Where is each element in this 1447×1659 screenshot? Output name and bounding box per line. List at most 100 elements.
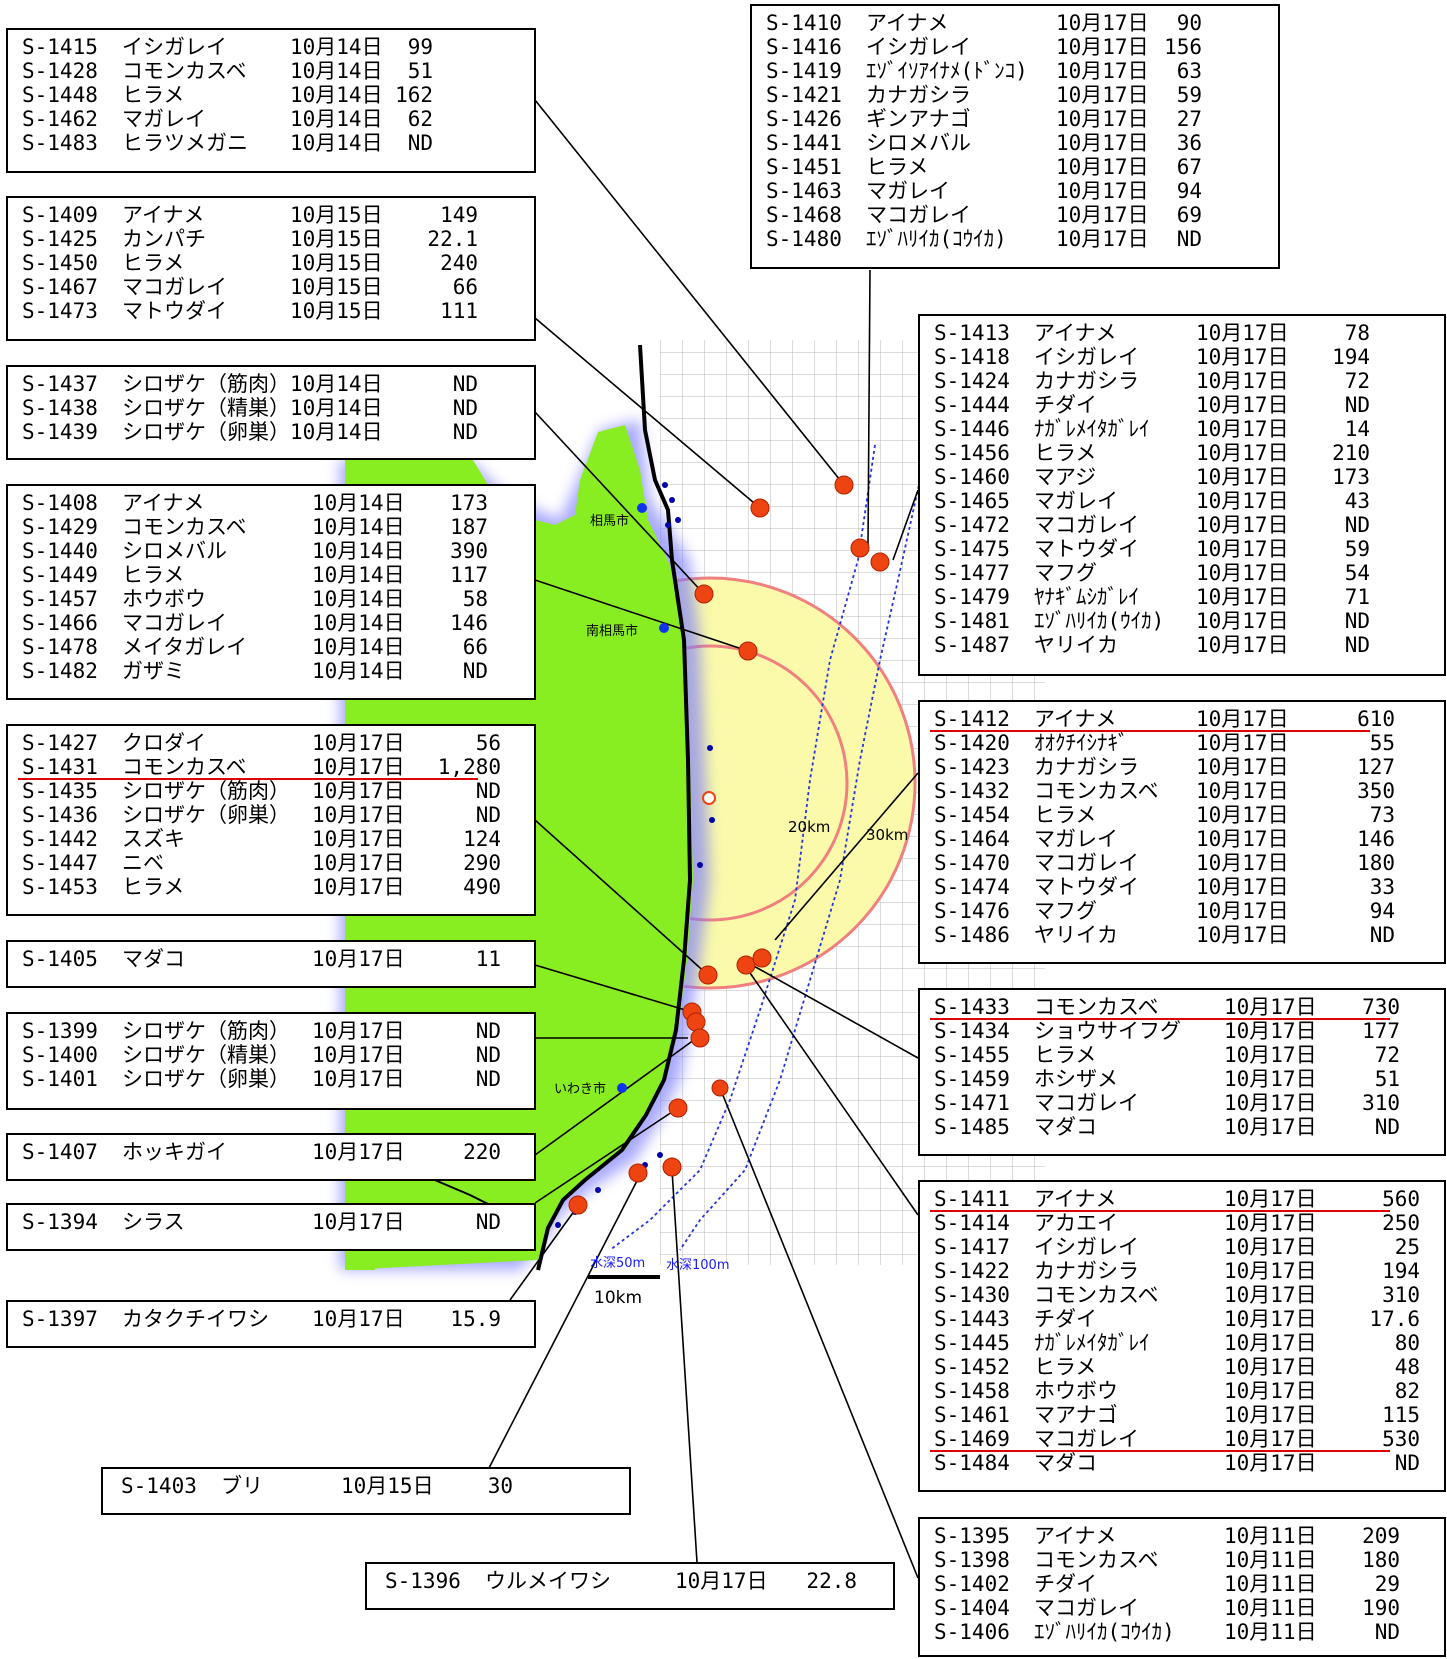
sample-date: 10月14日 (312, 587, 405, 611)
sample-row: S-1484 マダコ 10月17日 ND (934, 1451, 1444, 1475)
species-name: ヒラメ (122, 563, 185, 587)
sample-id: S-1467 (22, 275, 98, 299)
species-name: ヒラメ (866, 155, 929, 179)
sample-date: 10月17日 (312, 779, 405, 803)
cesium-value: 220 (463, 1140, 501, 1164)
sample-date: 10月17日 (1196, 899, 1289, 923)
sample-id: S-1459 (934, 1067, 1010, 1091)
sample-date: 10月17日 (1196, 561, 1289, 585)
sample-row: S-1432 コモンカスベ 10月17日 350 (934, 779, 1444, 803)
sample-id: S-1483 (22, 131, 98, 155)
sample-id: S-1435 (22, 779, 98, 803)
cesium-value: ND (1374, 1115, 1400, 1139)
species-name: カタクチイワシ (122, 1307, 269, 1331)
sample-date: 10月14日 (290, 372, 383, 396)
cesium-value: 180 (1357, 851, 1395, 875)
sample-id: S-1416 (766, 35, 842, 59)
sample-date: 10月17日 (1196, 441, 1289, 465)
species-name: シロザケ（筋肉） (122, 779, 290, 803)
sample-row: S-1421 カナガシラ 10月17日 59 (766, 83, 1278, 107)
sample-box: S-1403 ブリ 10月15日 30 (101, 1467, 631, 1515)
sample-id: S-1486 (934, 923, 1010, 947)
sample-row: S-1438 シロザケ（精巣） 10月14日 ND (22, 396, 534, 420)
species-name: ｴｿﾞﾊﾘｲｶ(ｺｳｲｶ) (1034, 1620, 1175, 1644)
city-dot-iwaki (617, 1083, 627, 1093)
species-name: マダコ (1034, 1451, 1097, 1475)
sample-id: S-1434 (934, 1019, 1010, 1043)
sample-row: S-1487 ヤリイカ 10月17日 ND (934, 633, 1444, 657)
sample-row: S-1437 シロザケ（筋肉） 10月14日 ND (22, 372, 534, 396)
sample-id: S-1439 (22, 420, 98, 444)
sample-date: 10月17日 (1224, 1283, 1317, 1307)
sample-date: 10月14日 (290, 83, 383, 107)
sample-box: S-1413 アイナメ 10月17日 78 S-1418 イシガレイ 10月17日 194 S-… (918, 314, 1446, 676)
species-name: マコガレイ (1034, 1091, 1139, 1115)
sample-id: S-1447 (22, 851, 98, 875)
sample-id: S-1478 (22, 635, 98, 659)
species-name: ｴｿﾞｲｿｱｲﾅﾒ(ﾄﾞﾝｺ) (866, 59, 1028, 83)
cesium-value: 62 (407, 107, 433, 131)
species-name: マアジ (1034, 465, 1097, 489)
species-name: マガレイ (866, 179, 950, 203)
sample-date: 10月17日 (1056, 11, 1149, 35)
sample-date: 10月11日 (1224, 1620, 1317, 1644)
sample-row: S-1447 ニベ 10月17日 290 (22, 851, 534, 875)
leader-lines (487, 99, 919, 1579)
sample-id: S-1484 (934, 1451, 1010, 1475)
sample-id: S-1438 (22, 396, 98, 420)
cesium-value: 63 (1176, 59, 1202, 83)
sample-id: S-1454 (934, 803, 1010, 827)
highlight-underline (930, 1018, 1390, 1020)
species-name: イシガレイ (1034, 1235, 1139, 1259)
cesium-value: ND (1394, 1451, 1420, 1475)
species-name: マコガレイ (1034, 1427, 1139, 1451)
sample-id: S-1411 (934, 1187, 1010, 1211)
sample-id: S-1437 (22, 372, 98, 396)
species-name: マコガレイ (122, 611, 227, 635)
sample-id: S-1403 (121, 1474, 197, 1498)
sample-date: 10月17日 (312, 755, 405, 779)
cesium-value: 240 (440, 251, 478, 275)
cesium-value: 33 (1369, 875, 1395, 899)
sample-id: S-1440 (22, 539, 98, 563)
sample-row: S-1399 シロザケ（筋肉） 10月17日 ND (22, 1019, 534, 1043)
sample-id: S-1443 (934, 1307, 1010, 1331)
sample-date: 10月11日 (1224, 1572, 1317, 1596)
species-name: マコガレイ (1034, 513, 1139, 537)
sample-row: S-1442 スズキ 10月17日 124 (22, 827, 534, 851)
label-soma: 相馬市 (590, 514, 630, 529)
cesium-value: 43 (1344, 489, 1370, 513)
cesium-value: 59 (1344, 537, 1370, 561)
species-name: ﾅｶﾞﾚﾒｲﾀｶﾞﾚｲ (1034, 1331, 1150, 1355)
sample-row: S-1460 マアジ 10月17日 173 (934, 465, 1444, 489)
sample-date: 10月17日 (312, 827, 405, 851)
sample-row: S-1416 イシガレイ 10月17日 156 (766, 35, 1278, 59)
sample-date: 10月17日 (1224, 1451, 1317, 1475)
sample-id: S-1471 (934, 1091, 1010, 1115)
sample-id: S-1410 (766, 11, 842, 35)
sample-id: S-1429 (22, 515, 98, 539)
sample-date: 10月17日 (675, 1569, 768, 1593)
sample-id: S-1444 (934, 393, 1010, 417)
sample-row: S-1434 ショウサイフグ 10月17日 177 (934, 1019, 1444, 1043)
sample-date: 10月15日 (290, 275, 383, 299)
sample-row: S-1406 ｴｿﾞﾊﾘｲｶ(ｺｳｲｶ) 10月11日 ND (934, 1620, 1444, 1644)
cesium-value: 67 (1176, 155, 1202, 179)
sample-row: S-1478 メイタガレイ 10月14日 66 (22, 635, 534, 659)
sample-date: 10月14日 (312, 611, 405, 635)
sample-row: S-1439 シロザケ（卵巣） 10月14日 ND (22, 420, 534, 444)
sample-id: S-1408 (22, 491, 98, 515)
cesium-value: 59 (1176, 83, 1202, 107)
sample-date: 10月17日 (1224, 1019, 1317, 1043)
sample-id: S-1479 (934, 585, 1010, 609)
sample-row: S-1446 ﾅｶﾞﾚﾒｲﾀｶﾞﾚｲ 10月17日 14 (934, 417, 1444, 441)
sample-date: 10月17日 (1056, 131, 1149, 155)
sample-row: S-1457 ホウボウ 10月14日 58 (22, 587, 534, 611)
sample-id: S-1451 (766, 155, 842, 179)
cesium-value: 51 (407, 59, 433, 83)
sample-row: S-1422 カナガシラ 10月17日 194 (934, 1259, 1444, 1283)
sample-box: S-1408 アイナメ 10月14日 173 S-1429 コモンカスベ 10月14日 187… (6, 484, 536, 700)
sample-date: 10月14日 (312, 539, 405, 563)
sample-id: S-1412 (934, 707, 1010, 731)
sample-row: S-1467 マコガレイ 10月15日 66 (22, 275, 534, 299)
